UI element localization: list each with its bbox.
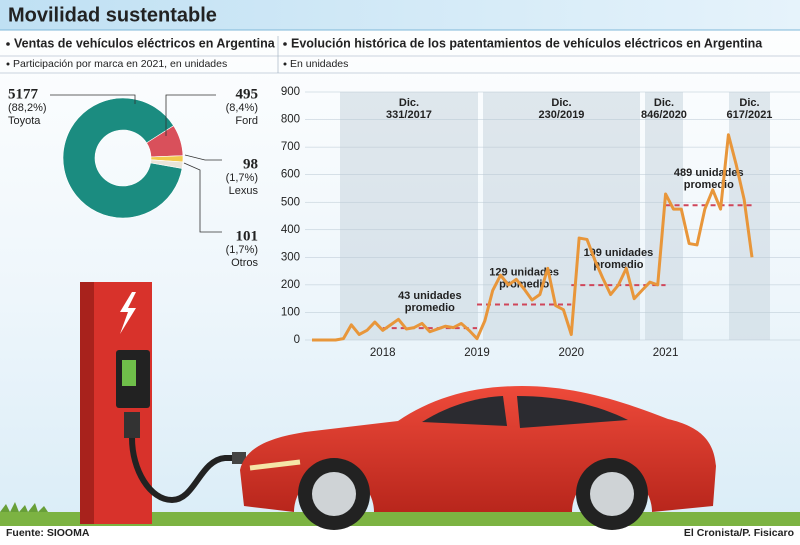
pie-subtitle: Participación por marca en 2021, en unid… xyxy=(13,58,227,70)
y-tick-label: 200 xyxy=(281,279,300,291)
period-band xyxy=(483,92,640,340)
leader-line xyxy=(50,94,136,104)
bullet xyxy=(283,42,287,46)
percentage-label: (1,7%) xyxy=(226,244,258,256)
pie-title: Ventas de vehículos eléctricos en Argent… xyxy=(14,36,276,50)
period-annotation: 846/2020 xyxy=(641,109,687,121)
period-annotation: Dic. xyxy=(399,97,419,109)
category-label: Lexus xyxy=(229,185,259,197)
battery-icon xyxy=(122,360,136,386)
leader-line xyxy=(184,154,222,161)
x-tick-label: 2021 xyxy=(653,347,679,359)
y-tick-label: 100 xyxy=(281,306,300,318)
value-label: 98 xyxy=(243,156,258,172)
leader-line xyxy=(165,94,216,136)
source: Fuente: SIOOMA xyxy=(6,527,90,539)
y-tick-label: 300 xyxy=(281,251,300,263)
period-annotation: 331/2017 xyxy=(386,109,432,121)
illustration xyxy=(0,282,800,540)
value-label: 101 xyxy=(236,228,259,244)
credit: El Cronista/P. Fisicaro xyxy=(684,527,794,539)
y-tick-label: 800 xyxy=(281,114,300,126)
line-title: Evolución histórica de los patentamiento… xyxy=(291,36,763,50)
value-label: 495 xyxy=(236,86,259,102)
rim xyxy=(312,472,356,516)
car-window xyxy=(422,396,507,426)
leader-line xyxy=(183,162,222,233)
period-annotation: Dic. xyxy=(654,97,674,109)
charger-side xyxy=(80,282,94,524)
average-label: promedio xyxy=(593,259,643,271)
y-tick-label: 0 xyxy=(294,334,300,346)
period-annotation: Dic. xyxy=(739,97,759,109)
line-subtitle: En unidades xyxy=(290,58,348,70)
category-label: Otros xyxy=(231,257,258,269)
y-tick-label: 500 xyxy=(281,196,300,208)
category-label: Toyota xyxy=(8,115,41,127)
period-band xyxy=(729,92,770,340)
x-tick-label: 2018 xyxy=(370,347,396,359)
value-label: 5177 xyxy=(8,86,39,102)
category-label: Ford xyxy=(235,115,258,127)
x-tick-label: 2020 xyxy=(558,347,584,359)
cable xyxy=(129,437,238,504)
period-band xyxy=(340,92,478,340)
y-tick-label: 900 xyxy=(281,86,300,98)
y-tick-label: 600 xyxy=(281,169,300,181)
average-label: promedio xyxy=(684,179,734,191)
headlight xyxy=(249,459,301,471)
average-label: 199 unidades xyxy=(584,247,654,259)
rim xyxy=(590,472,634,516)
y-tick-label: 400 xyxy=(281,224,300,236)
bolt-icon xyxy=(120,292,136,334)
percentage-label: (88,2%) xyxy=(8,102,47,114)
car-window xyxy=(517,396,628,428)
x-tick-label: 2019 xyxy=(464,347,490,359)
average-label: 129 unidades xyxy=(489,266,559,278)
average-label: promedio xyxy=(405,302,455,314)
percentage-label: (8,4%) xyxy=(226,102,258,114)
y-tick-label: 700 xyxy=(281,141,300,153)
bullet xyxy=(283,62,287,66)
charts: 5177(88,2%)Toyota495(8,4%)Ford98(1,7%)Le… xyxy=(8,86,800,359)
donut-slice xyxy=(62,97,183,219)
bullet xyxy=(6,62,10,66)
footer-bar xyxy=(0,526,800,540)
percentage-label: (1,7%) xyxy=(226,172,258,184)
period-annotation: 230/2019 xyxy=(539,109,585,121)
period-annotation: Dic. xyxy=(551,97,571,109)
average-label: 489 unidades xyxy=(674,167,744,179)
bullet xyxy=(6,42,10,46)
plug xyxy=(232,452,246,464)
grass-tuft xyxy=(0,502,48,512)
donut-slice xyxy=(150,159,184,169)
page-title: Movilidad sustentable xyxy=(8,4,217,26)
charger-socket xyxy=(124,412,140,438)
series-line xyxy=(312,133,754,342)
title-banner xyxy=(0,0,800,30)
period-annotation: 617/2021 xyxy=(727,109,773,121)
average-label: 43 unidades xyxy=(398,290,462,302)
